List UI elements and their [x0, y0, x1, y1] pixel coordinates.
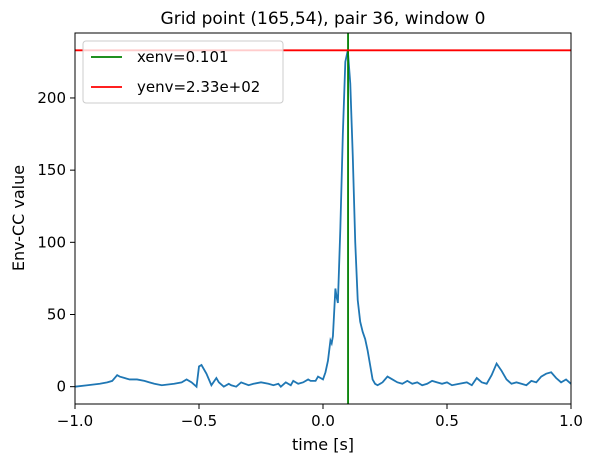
y-tick-label: 150: [37, 161, 66, 179]
legend: xenv=0.101 yenv=2.33e+02: [82, 40, 284, 104]
legend-label-yenv: yenv=2.33e+02: [137, 78, 260, 96]
y-tick-label: 50: [47, 305, 66, 323]
x-tick-label: 0.0: [311, 412, 335, 430]
legend-box: [82, 40, 284, 104]
plot-frame: [74, 32, 572, 405]
y-axis-label: Env-CC value: [9, 165, 28, 271]
legend-label-xenv: xenv=0.101: [137, 48, 229, 66]
y-tick-label: 0: [56, 378, 66, 396]
x-tick-label: −1.0: [57, 412, 93, 430]
x-tick-label: −0.5: [181, 412, 217, 430]
x-tick-label: 1.0: [559, 412, 583, 430]
y-tick-label: 200: [37, 89, 66, 107]
x-axis-label: time [s]: [292, 435, 354, 454]
x-tick-label: 0.5: [435, 412, 459, 430]
axis-ticks: −1.0 −0.5 0.0 0.5 1.0 0 50 100 150 200: [37, 89, 583, 430]
chart-title: Grid point (165,54), pair 36, window 0: [161, 9, 486, 29]
y-tick-label: 100: [37, 233, 66, 251]
series-line: [74, 50, 572, 389]
